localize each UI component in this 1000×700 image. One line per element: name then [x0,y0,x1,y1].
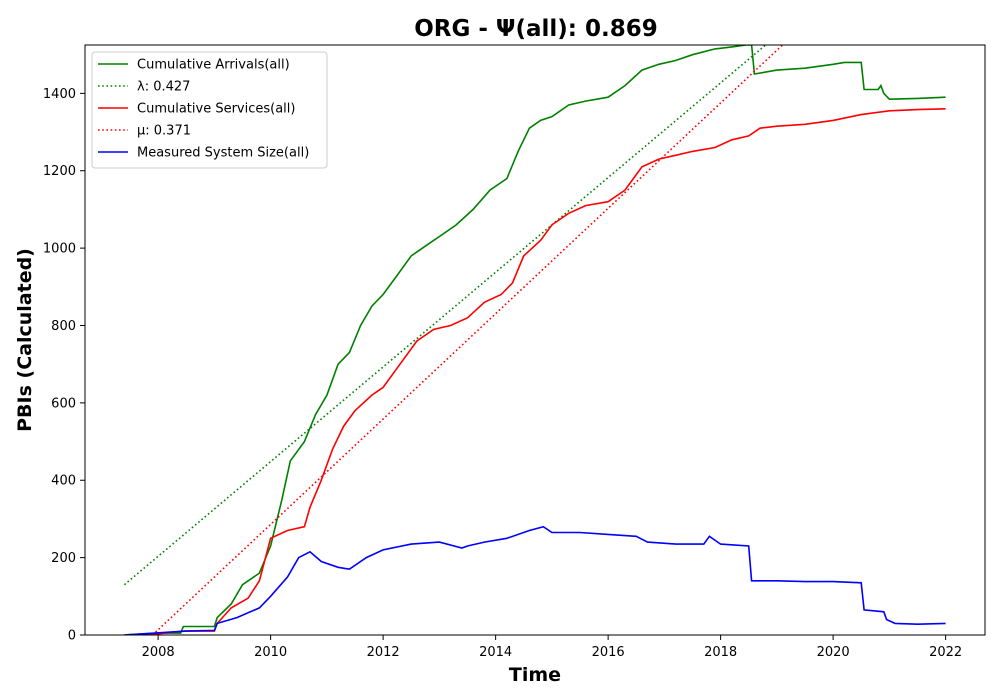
y-axis: 0 200 400 600 800 1000 1200 1400 [43,87,85,644]
legend-entry: Cumulative Services(all) [137,102,295,117]
y-axis-label: PBIs (Calculated) [14,248,36,432]
x-axis: 2008 2010 2012 2014 2016 2018 2020 2022 [142,635,962,660]
chart-title: ORG - Ψ(all): 0.869 [414,16,658,42]
series-line-measured-system-size-all [124,525,946,635]
x-tick-label: 2018 [704,645,737,660]
x-tick-label: 2012 [367,645,400,660]
y-tick-label: 0 [68,629,76,644]
y-tick-label: 600 [51,396,76,411]
series-line-0-371 [151,45,784,635]
y-tick-label: 200 [51,551,76,566]
y-tick-label: 800 [51,319,76,334]
legend-entry: λ: 0.427 [137,80,190,95]
x-axis-label: Time [509,664,561,686]
y-tick-label: 1200 [43,164,76,179]
series-line-cumulative-services-all [124,108,946,635]
legend-entry: Cumulative Arrivals(all) [137,58,290,73]
legend-entry: Measured System Size(all) [137,146,309,161]
x-tick-label: 2008 [142,645,175,660]
series-line-0-427 [123,45,767,586]
series-line-cumulative-arrivals-all [124,45,946,635]
x-tick-label: 2022 [929,645,962,660]
plot-frame [84,44,986,636]
x-tick-label: 2010 [254,645,287,660]
x-tick-label: 2020 [817,645,850,660]
legend-entry: μ: 0.371 [137,124,191,139]
y-tick-label: 400 [51,474,76,489]
plot-area [123,45,946,635]
x-tick-label: 2016 [592,645,625,660]
legend-box [91,51,328,169]
legend: Cumulative Arrivals(all) λ: 0.427 Cumulati… [91,51,328,169]
x-tick-label: 2014 [479,645,512,660]
y-tick-label: 1400 [43,87,76,102]
y-tick-label: 1000 [43,242,76,257]
